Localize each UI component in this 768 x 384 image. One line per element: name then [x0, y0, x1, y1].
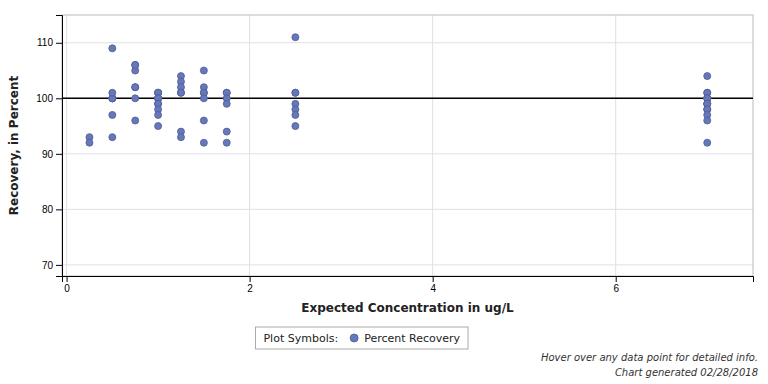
point	[86, 139, 93, 146]
legend-box	[255, 327, 468, 349]
x-tick-mark	[67, 276, 68, 282]
y-tick-mark	[56, 98, 62, 99]
x-tick: 2	[247, 276, 253, 294]
x-tick: 0	[64, 276, 70, 294]
point	[292, 111, 299, 118]
point	[223, 128, 230, 135]
y-tick-label: 80	[42, 204, 54, 215]
point	[292, 34, 299, 41]
grid	[62, 15, 753, 276]
y-tick: 70	[42, 260, 62, 271]
grid-line-y	[62, 98, 753, 99]
point	[132, 95, 139, 102]
point	[132, 84, 139, 91]
point	[292, 89, 299, 96]
x-tick-mark	[250, 276, 251, 282]
grid-line-x	[66, 15, 67, 276]
point	[200, 95, 207, 102]
grid-line-x	[432, 15, 433, 276]
footnote: Chart generated 02/28/2018	[615, 367, 758, 378]
point	[132, 61, 139, 68]
point	[200, 139, 207, 146]
legend: Plot Symbols: Percent Recovery	[255, 327, 468, 349]
x-tick-label: 6	[613, 283, 619, 294]
point	[132, 117, 139, 124]
y-axis-label: Recovery, in Percent	[7, 76, 21, 216]
x-tick-label: 4	[430, 283, 436, 294]
point	[177, 89, 184, 96]
y-tick: 80	[42, 204, 62, 215]
x-tick-mark	[433, 276, 434, 282]
point	[200, 67, 207, 74]
reference-line	[62, 98, 753, 100]
x-tick-mark	[616, 276, 617, 282]
point	[704, 73, 711, 80]
plot-frame	[62, 15, 753, 276]
x-tick: 6	[613, 276, 619, 294]
point	[109, 89, 116, 96]
point	[292, 89, 299, 96]
y-tick-mark	[56, 209, 62, 210]
x-axis-line	[63, 277, 754, 283]
footnote: Hover over any data point for detailed i…	[541, 352, 758, 363]
y-tick: 90	[42, 149, 62, 160]
x-tick-label: 2	[247, 283, 253, 294]
chart: 0 2 4 6 70 80 90 100 110 Expected Concentration i…	[0, 0, 768, 384]
point	[223, 100, 230, 107]
grid-line-y	[62, 264, 753, 265]
legend-symbol	[350, 334, 358, 342]
y-tick-mark	[56, 265, 62, 266]
marks	[62, 34, 753, 147]
grid-line-y	[62, 42, 753, 43]
point	[177, 89, 184, 96]
x-axis: 0 2 4 6	[63, 276, 754, 294]
grid-line-x	[249, 15, 250, 276]
series	[86, 34, 711, 147]
legend-label: Percent Recovery	[364, 332, 460, 345]
point	[223, 139, 230, 146]
y-tick: 100	[36, 93, 62, 104]
x-tick-label: 0	[64, 283, 70, 294]
y-tick-mark	[56, 43, 62, 44]
point	[704, 117, 711, 124]
y-tick: 110	[37, 37, 62, 48]
point	[109, 111, 116, 118]
point	[109, 134, 116, 141]
y-axis: 70 80 90 100 110	[36, 16, 62, 277]
y-tick-label: 70	[42, 260, 54, 271]
legend-title: Plot Symbols:	[263, 332, 338, 345]
plot: 0 2 4 6 70 80 90 100 110 Expected Concentration i…	[7, 15, 754, 315]
y-axis-line	[56, 16, 63, 277]
point	[155, 123, 162, 130]
point	[132, 61, 139, 68]
y-tick-label: 110	[37, 37, 53, 48]
point	[177, 134, 184, 141]
point	[109, 45, 116, 52]
point	[155, 111, 162, 118]
point	[704, 139, 711, 146]
grid-line-y	[62, 209, 753, 210]
point	[132, 84, 139, 91]
y-tick-mark	[56, 154, 62, 155]
grid-line-x	[615, 15, 616, 276]
grid-line-y	[62, 153, 753, 154]
x-axis-label: Expected Concentration in ug/L	[301, 301, 514, 315]
y-tick-label: 90	[42, 149, 54, 160]
x-tick: 4	[430, 276, 436, 294]
point	[292, 123, 299, 130]
point	[200, 117, 207, 124]
y-tick-label: 100	[36, 93, 53, 104]
